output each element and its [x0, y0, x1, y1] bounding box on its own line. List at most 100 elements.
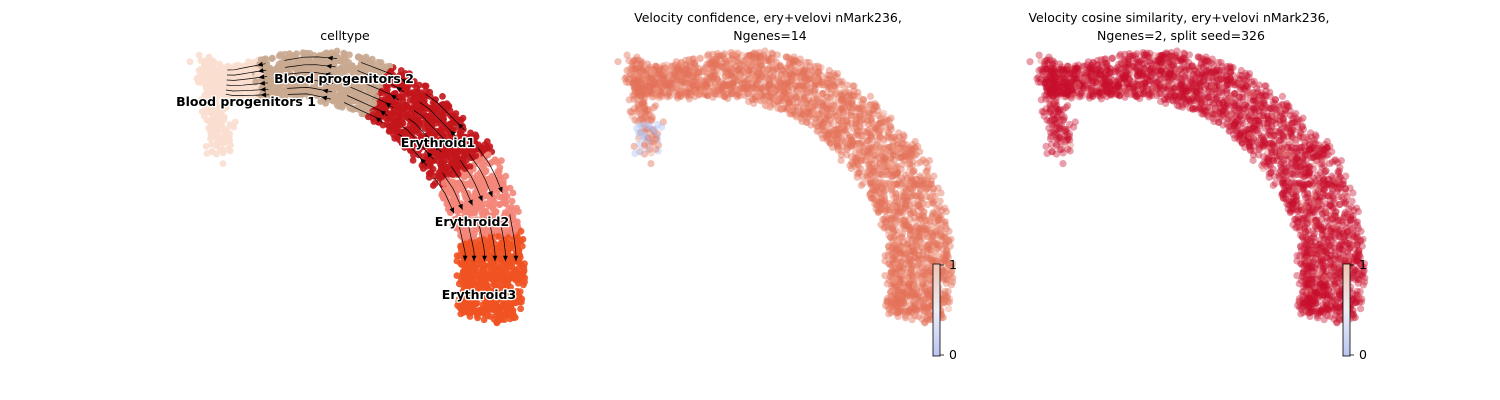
- cell-point: [234, 81, 241, 89]
- cell-point: [462, 234, 470, 241]
- cell-point: [463, 276, 471, 284]
- cell-point: [941, 218, 950, 226]
- cell-point: [782, 53, 790, 61]
- cell-point: [515, 208, 522, 216]
- cell-point: [495, 193, 503, 201]
- cell-point: [349, 104, 356, 112]
- cell-point: [199, 65, 207, 73]
- cell-point: [899, 139, 908, 147]
- cell-point: [419, 165, 427, 172]
- cell-point: [811, 85, 820, 94]
- cell-point: [208, 148, 216, 156]
- cell-point: [209, 60, 216, 67]
- cell-point: [438, 149, 445, 157]
- cell-point: [223, 77, 231, 84]
- cell-point: [827, 128, 835, 136]
- cell-point: [211, 130, 219, 138]
- cell-point: [518, 298, 525, 306]
- cell-point: [378, 63, 386, 70]
- cell-point: [517, 305, 524, 313]
- celltype-points: [186, 47, 529, 327]
- cell-point: [396, 106, 403, 114]
- cell-point: [430, 172, 438, 180]
- cell-point: [793, 66, 801, 74]
- label-erythroid2: Erythroid2: [435, 214, 509, 229]
- cell-point: [479, 301, 487, 309]
- cell-point: [923, 193, 931, 201]
- cell-point: [421, 105, 428, 112]
- cell-point: [942, 208, 951, 216]
- cell-point: [354, 53, 362, 61]
- cell-point: [481, 247, 489, 255]
- label-blood-progenitors-1: Blood progenitors 1: [176, 94, 316, 109]
- panel2-title-line1: Velocity confidence, ery+velovi nMark236…: [634, 10, 902, 25]
- cell-point: [491, 305, 498, 312]
- cell-point: [219, 149, 227, 157]
- cell-point: [895, 195, 903, 203]
- cell-point: [481, 274, 489, 282]
- cell-point: [269, 54, 276, 62]
- cell-point: [500, 177, 507, 185]
- cell-point: [212, 86, 220, 93]
- cell-point: [341, 87, 349, 95]
- cell-point: [867, 194, 876, 202]
- cell-point: [275, 52, 283, 60]
- cell-point: [508, 203, 515, 211]
- confidence-points: [614, 47, 957, 327]
- cell-point: [921, 318, 929, 326]
- cell-point: [289, 52, 297, 59]
- cell-point: [263, 59, 270, 67]
- cell-point: [843, 151, 851, 159]
- cell-point: [858, 172, 866, 180]
- cell-point: [425, 158, 433, 166]
- cell-point: [509, 189, 517, 197]
- cell-point: [498, 267, 506, 274]
- cell-point: [295, 58, 302, 65]
- cell-point: [346, 51, 353, 59]
- cell-point: [203, 75, 211, 83]
- cell-point: [473, 200, 481, 208]
- cell-point: [409, 91, 417, 98]
- cell-point: [201, 58, 209, 66]
- cell-point: [517, 227, 525, 235]
- cell-point: [772, 95, 780, 103]
- cell-point: [521, 274, 529, 282]
- cell-point: [369, 99, 377, 107]
- cell-point: [415, 151, 422, 159]
- cell-point: [326, 91, 334, 99]
- cell-point: [437, 120, 445, 128]
- cell-point: [475, 269, 483, 276]
- cell-point: [421, 97, 428, 104]
- cell-point: [217, 75, 224, 82]
- cell-point: [461, 173, 468, 181]
- cell-point: [364, 57, 372, 65]
- cell-point: [208, 68, 216, 76]
- cell-point: [494, 159, 502, 167]
- cell-point: [430, 104, 438, 112]
- cell-point: [471, 308, 479, 316]
- cell-point: [480, 308, 487, 316]
- label-blood-progenitors-2: Blood progenitors 2: [274, 71, 414, 86]
- cell-point: [495, 233, 502, 240]
- cell-point: [365, 113, 372, 121]
- cell-point: [506, 308, 514, 315]
- cell-point: [812, 75, 820, 83]
- cell-point: [912, 151, 920, 159]
- cell-point: [385, 96, 393, 103]
- cell-point: [453, 252, 461, 259]
- celltype-panel: celltype Blood progenitors 2 Blood proge…: [175, 28, 529, 327]
- cell-point: [431, 180, 439, 187]
- cell-point: [357, 60, 365, 68]
- cell-point: [470, 174, 478, 182]
- cell-point: [409, 157, 417, 164]
- cell-point: [866, 92, 875, 100]
- cell-point: [430, 111, 437, 118]
- cell-point: [315, 57, 323, 65]
- cell-point: [880, 109, 888, 118]
- cell-point: [186, 58, 194, 66]
- cell-point: [486, 261, 493, 269]
- cell-point: [449, 195, 457, 203]
- label-erythroid3: Erythroid3: [442, 287, 516, 302]
- cell-point: [444, 156, 452, 164]
- cell-point: [224, 63, 232, 70]
